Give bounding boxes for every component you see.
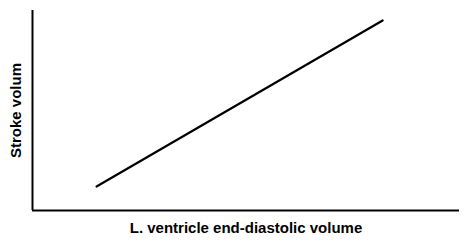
svg-text:Stroke volum: Stroke volum xyxy=(7,63,24,158)
svg-text:L. ventricle end-diastolic vol: L. ventricle end-diastolic volume xyxy=(130,219,363,236)
